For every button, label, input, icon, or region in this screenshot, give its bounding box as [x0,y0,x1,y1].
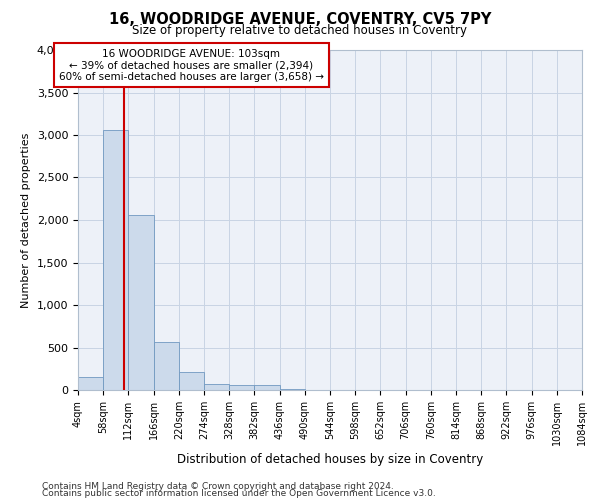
Bar [78,378,103,390]
Bar [154,342,179,390]
Text: Contains HM Land Registry data © Crown copyright and database right 2024.: Contains HM Land Registry data © Crown c… [42,482,394,491]
Bar [204,384,229,390]
Bar [179,372,204,390]
Text: 16, WOODRIDGE AVENUE, COVENTRY, CV5 7PY: 16, WOODRIDGE AVENUE, COVENTRY, CV5 7PY [109,12,491,28]
Y-axis label: Number of detached properties: Number of detached properties [21,132,31,308]
Bar [128,215,154,390]
X-axis label: Distribution of detached houses by size in Coventry: Distribution of detached houses by size … [177,454,483,466]
Text: 16 WOODRIDGE AVENUE: 103sqm
← 39% of detached houses are smaller (2,394)
60% of : 16 WOODRIDGE AVENUE: 103sqm ← 39% of det… [59,48,324,82]
Bar [229,386,254,390]
Text: Contains public sector information licensed under the Open Government Licence v3: Contains public sector information licen… [42,490,436,498]
Bar [280,389,305,390]
Bar [103,130,128,390]
Bar [254,386,280,390]
Text: Size of property relative to detached houses in Coventry: Size of property relative to detached ho… [133,24,467,37]
